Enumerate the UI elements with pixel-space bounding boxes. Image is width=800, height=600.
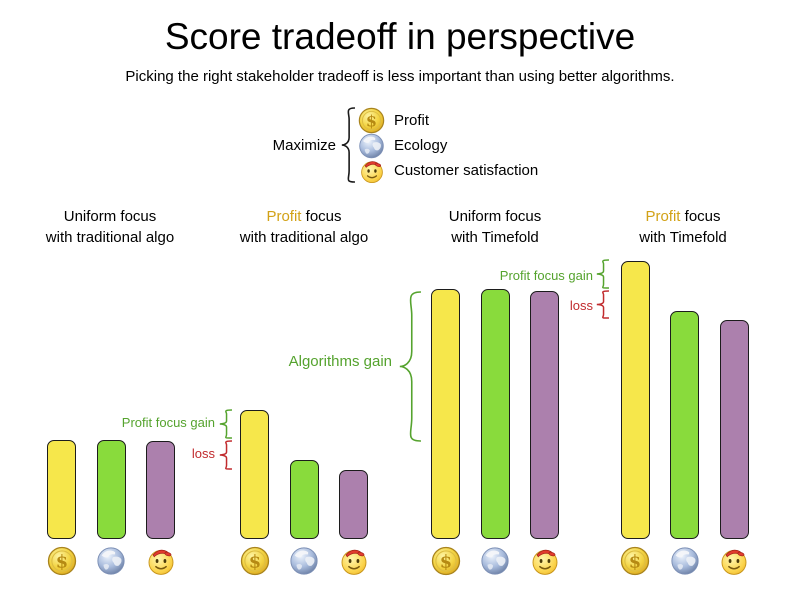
globe-axis-icon (96, 546, 126, 576)
coin-axis-icon: $ (431, 546, 461, 576)
svg-text:$: $ (439, 552, 451, 573)
legend-brace (341, 107, 355, 183)
bar-profit (431, 289, 460, 539)
annotation-algorithms-gain: Algorithms gain (288, 353, 392, 370)
header-line2: with traditional algo (45, 229, 175, 246)
legend-item-customer: Customer satisfaction (358, 158, 538, 183)
brace-profit-gain-1 (219, 409, 232, 439)
group-header-1: Uniform focus with traditional algo (15, 206, 205, 248)
legend-maximize-label: Maximize (272, 137, 336, 154)
globe-axis-icon (670, 546, 700, 576)
svg-text:$: $ (55, 552, 67, 573)
smiley-icon (532, 549, 557, 575)
annotation-loss-2: loss (569, 298, 593, 313)
bar-ecology (96, 440, 126, 539)
annotation-profit-focus-gain-1: Profit focus gain (121, 415, 215, 430)
bar-profit (240, 410, 269, 539)
svg-text:$: $ (629, 552, 641, 573)
coin-icon: $ (431, 546, 460, 576)
smiley-icon (148, 549, 173, 575)
coin-icon: $ (358, 107, 385, 134)
smiley-icon (358, 157, 385, 184)
header-text: focus (301, 208, 342, 225)
globe-icon (358, 132, 385, 159)
bar-profit (47, 440, 76, 539)
coin-axis-icon: $ (620, 546, 650, 576)
smiley-icon (360, 160, 383, 183)
header-text: Uniform focus (448, 208, 542, 225)
smiley-axis-icon (146, 546, 176, 576)
smiley-axis-icon (530, 546, 560, 576)
smiley-axis-icon (719, 546, 749, 576)
bar-customer (530, 291, 559, 539)
globe-icon (290, 547, 318, 575)
chart-subtitle: Picking the right stakeholder tradeoff i… (125, 68, 675, 85)
globe-icon (97, 547, 125, 575)
globe-icon (359, 133, 384, 158)
header-highlight: Profit (645, 208, 681, 225)
chart-title: Score tradeoff in perspective (164, 16, 636, 57)
group-header-2: Profit focus with traditional algo (209, 206, 399, 248)
brace-algorithms-gain (399, 291, 421, 442)
header-text: Uniform focus (63, 208, 157, 225)
globe-axis-icon (289, 546, 319, 576)
coin-axis-icon: $ (47, 546, 77, 576)
bar-customer (339, 470, 368, 539)
brace-profit-gain-2 (596, 259, 609, 289)
coin-icon: $ (358, 107, 385, 134)
annotation-loss-1: loss (191, 446, 215, 461)
header-line2: with traditional algo (239, 229, 369, 246)
bar-ecology (289, 460, 319, 539)
bar-ecology (480, 289, 510, 539)
legend-item-label: Ecology (394, 137, 448, 154)
globe-icon (481, 547, 509, 575)
legend-item-profit: $ Profit (358, 107, 430, 134)
header-text: focus (680, 208, 721, 225)
bar-customer (146, 441, 175, 539)
smiley-axis-icon (339, 546, 369, 576)
header-line2: with Timefold (639, 229, 727, 246)
brace-loss-2 (596, 290, 609, 319)
annotation-profit-focus-gain-2: Profit focus gain (499, 268, 593, 283)
bar-ecology (670, 311, 699, 539)
legend-item-label: Customer satisfaction (394, 162, 539, 179)
smiley-icon (721, 549, 747, 575)
coin-icon: $ (620, 546, 650, 576)
brace-loss-1 (219, 440, 232, 470)
smiley-icon (341, 549, 366, 575)
coin-axis-icon: $ (240, 546, 270, 576)
header-highlight: Profit (266, 208, 302, 225)
header-line2: with Timefold (451, 229, 539, 246)
coin-icon: $ (240, 546, 269, 576)
svg-text:$: $ (248, 552, 260, 573)
svg-text:$: $ (366, 111, 377, 130)
group-header-3: Uniform focus with Timefold (400, 206, 590, 248)
legend-item-ecology: Ecology (358, 133, 447, 158)
bar-customer (719, 320, 749, 539)
coin-icon: $ (47, 546, 76, 576)
bar-profit (620, 261, 650, 539)
globe-axis-icon (480, 546, 510, 576)
legend-item-label: Profit (394, 112, 430, 129)
globe-icon (670, 547, 699, 575)
group-header-4: Profit focus with Timefold (588, 206, 778, 248)
